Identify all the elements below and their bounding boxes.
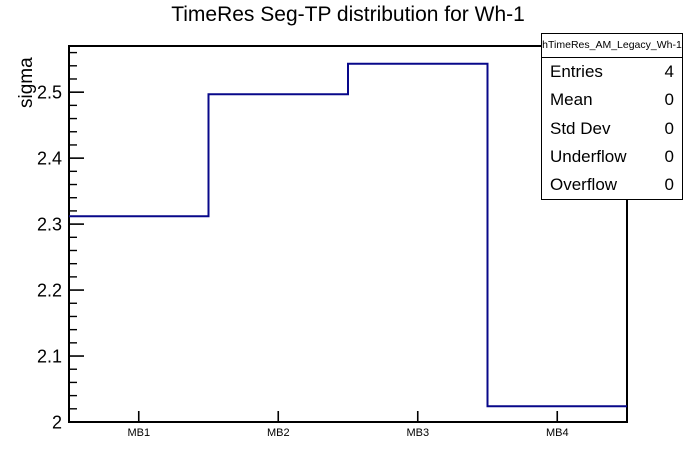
stats-rows: Entries 4 Mean 0 Std Dev 0 Underflow 0 O… bbox=[542, 58, 682, 199]
stats-value: 0 bbox=[664, 174, 674, 194]
chart-title: TimeRes Seg-TP distribution for Wh-1 bbox=[171, 3, 525, 26]
x-tick-label: MB4 bbox=[546, 427, 569, 439]
stats-label: Underflow bbox=[550, 146, 627, 166]
stats-label: Std Dev bbox=[550, 118, 611, 138]
y-tick-label: 2.5 bbox=[37, 82, 62, 102]
y-tick-label: 2.3 bbox=[37, 214, 62, 234]
y-tick-label: 2.4 bbox=[37, 148, 62, 168]
y-tick-label: 2.1 bbox=[37, 346, 62, 366]
stats-box: hTimeRes_AM_Legacy_Wh-1 Entries 4 Mean 0… bbox=[541, 33, 683, 200]
stats-row: Entries 4 bbox=[542, 58, 682, 86]
y-tick-label: 2.2 bbox=[37, 280, 62, 300]
stats-row: Underflow 0 bbox=[542, 143, 682, 171]
stats-value: 0 bbox=[664, 90, 674, 110]
x-tick-label: MB2 bbox=[267, 427, 290, 439]
stats-box-title: hTimeRes_AM_Legacy_Wh-1 bbox=[542, 34, 682, 58]
stats-label: Overflow bbox=[550, 174, 618, 194]
stats-row: Mean 0 bbox=[542, 86, 682, 114]
stats-value: 4 bbox=[664, 62, 674, 82]
stats-row: Std Dev 0 bbox=[542, 114, 682, 142]
histogram-step-line bbox=[69, 62, 627, 408]
stats-label: Mean bbox=[550, 90, 593, 110]
plot-frame bbox=[68, 45, 628, 423]
stats-row: Overflow 0 bbox=[542, 171, 682, 199]
x-tick-label: MB3 bbox=[406, 427, 429, 439]
x-tick-label: MB1 bbox=[127, 427, 150, 439]
stats-label: Entries bbox=[550, 62, 603, 82]
y-axis-title: sigma bbox=[16, 57, 37, 108]
stats-value: 0 bbox=[664, 146, 674, 166]
stats-value: 0 bbox=[664, 118, 674, 138]
y-tick-label: 2 bbox=[52, 412, 62, 432]
